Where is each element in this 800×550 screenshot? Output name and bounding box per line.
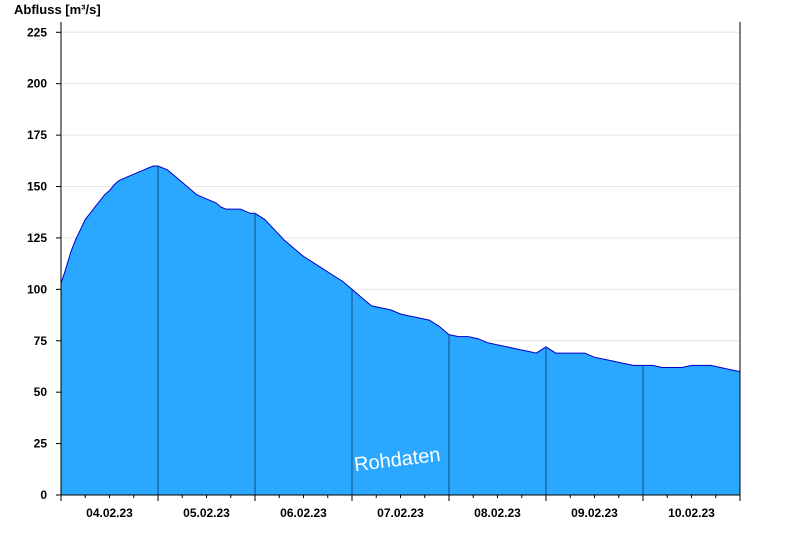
y-tick-label: 200 (27, 77, 47, 91)
x-tick-label: 09.02.23 (571, 506, 618, 520)
x-tick-label: 04.02.23 (86, 506, 133, 520)
discharge-line (60, 165, 741, 373)
x-tick-label: 05.02.23 (183, 506, 230, 520)
y-tick-label: 50 (34, 385, 48, 399)
y-tick-label: 150 (27, 180, 47, 194)
x-ticks: 04.02.23 05.02.23 06.02.23 07.02.23 08.02.23… (60, 495, 741, 520)
y-tick-label: 0 (40, 488, 47, 502)
x-tick-label: 08.02.23 (474, 506, 521, 520)
plot-area (60, 165, 741, 495)
y-tick-label: 75 (34, 334, 48, 348)
y-tick-label: 25 (34, 437, 48, 451)
y-tick-label: 125 (27, 231, 47, 245)
x-tick-label: 06.02.23 (280, 506, 327, 520)
x-tick-label: 10.02.23 (668, 506, 715, 520)
y-tick-label: 175 (27, 128, 47, 142)
y-ticks: 0 25 50 75 100 125 150 175 200 225 (27, 25, 61, 502)
x-tick-label: 07.02.23 (377, 506, 424, 520)
day-dividers (157, 165, 644, 495)
y-tick-label: 225 (27, 25, 47, 39)
y-tick-label: 100 (27, 282, 47, 296)
y-axis-label: Abfluss [m³/s] (14, 2, 101, 17)
discharge-area (61, 166, 740, 495)
